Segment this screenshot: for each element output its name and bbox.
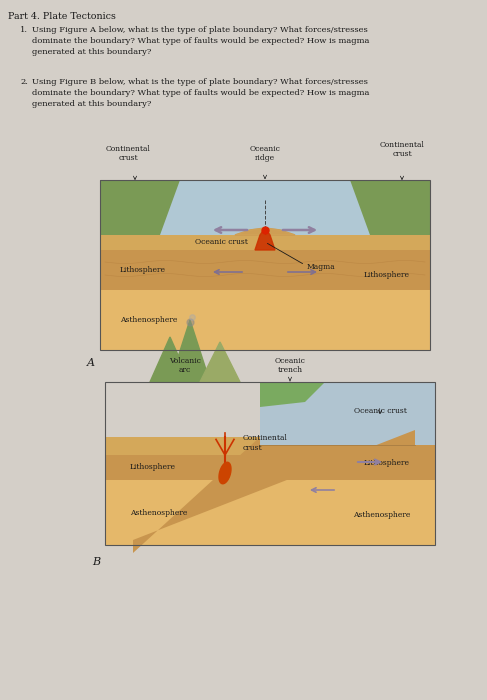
- Polygon shape: [260, 480, 435, 545]
- Polygon shape: [150, 337, 190, 382]
- Text: Asthenosphere: Asthenosphere: [130, 509, 187, 517]
- Polygon shape: [350, 180, 430, 235]
- Text: 2.: 2.: [20, 78, 28, 86]
- Text: Oceanic
trench: Oceanic trench: [275, 357, 305, 374]
- Text: Volcanic
arc: Volcanic arc: [169, 357, 201, 374]
- Polygon shape: [260, 445, 435, 480]
- Text: 1.: 1.: [20, 26, 28, 34]
- Text: Continental
crust: Continental crust: [379, 141, 425, 158]
- Polygon shape: [235, 228, 295, 235]
- Text: Using Figure B below, what is the type of plate boundary? What forces/stresses
d: Using Figure B below, what is the type o…: [32, 78, 369, 108]
- Polygon shape: [235, 228, 295, 235]
- Polygon shape: [100, 250, 430, 290]
- Polygon shape: [105, 455, 260, 480]
- Text: Continental
crust: Continental crust: [243, 435, 288, 452]
- Text: Oceanic crust: Oceanic crust: [195, 238, 248, 246]
- Polygon shape: [260, 382, 325, 407]
- Polygon shape: [133, 430, 415, 553]
- Bar: [100, 180, 430, 350]
- Text: Oceanic crust: Oceanic crust: [354, 407, 407, 415]
- Text: Asthenosphere: Asthenosphere: [353, 511, 410, 519]
- Polygon shape: [260, 382, 435, 445]
- Polygon shape: [105, 437, 260, 455]
- Polygon shape: [100, 290, 430, 350]
- Polygon shape: [100, 235, 430, 250]
- Text: Lithosphere: Lithosphere: [364, 271, 410, 279]
- Text: Continental
crust: Continental crust: [106, 145, 150, 162]
- Polygon shape: [100, 180, 430, 235]
- Polygon shape: [255, 228, 275, 250]
- Text: Lithosphere: Lithosphere: [130, 463, 176, 471]
- Polygon shape: [100, 180, 180, 235]
- Text: Magma: Magma: [307, 263, 336, 271]
- Text: Lithosphere: Lithosphere: [120, 266, 166, 274]
- Bar: [105, 382, 435, 545]
- Polygon shape: [219, 462, 231, 484]
- Text: B: B: [92, 557, 100, 567]
- Text: Oceanic
ridge: Oceanic ridge: [249, 145, 281, 162]
- Text: A: A: [87, 358, 95, 368]
- Polygon shape: [170, 320, 210, 382]
- Text: Using Figure A below, what is the type of plate boundary? What forces/stresses
d: Using Figure A below, what is the type o…: [32, 26, 369, 56]
- Polygon shape: [200, 342, 240, 382]
- Text: Asthenosphere: Asthenosphere: [120, 316, 177, 324]
- Text: Part 4. Plate Tectonics: Part 4. Plate Tectonics: [8, 12, 116, 21]
- Text: Lithosphere: Lithosphere: [364, 459, 410, 467]
- Polygon shape: [105, 480, 260, 545]
